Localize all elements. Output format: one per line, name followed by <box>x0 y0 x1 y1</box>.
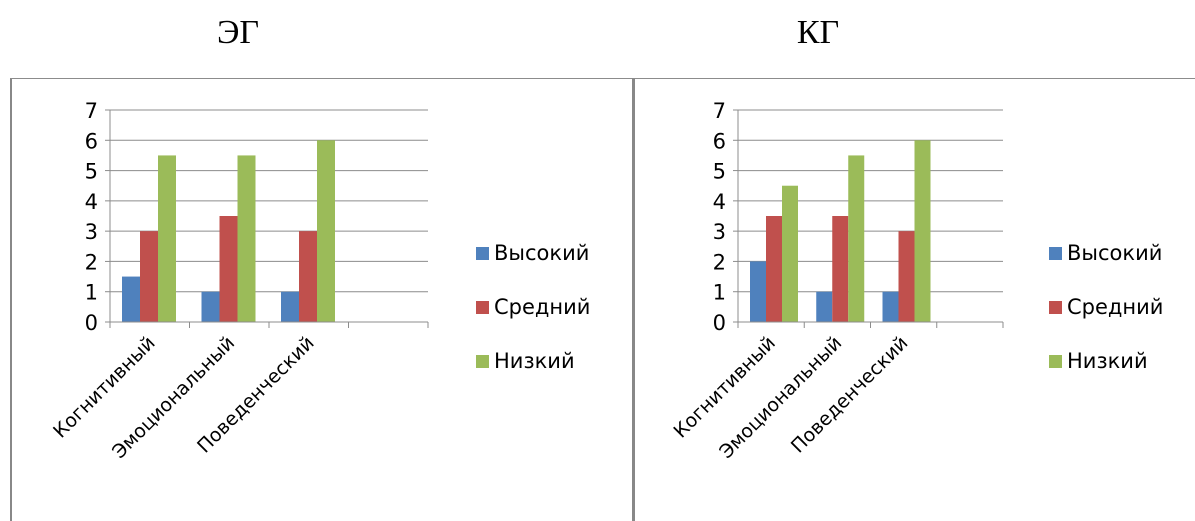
category-label: Эмоциональный <box>715 332 846 463</box>
y-tick-label: 7 <box>85 99 98 123</box>
bar-Высокий-Когнитивный <box>750 261 766 322</box>
legend-label: Низкий <box>1067 349 1148 373</box>
bar-Низкий-Когнитивный <box>782 185 798 322</box>
legend-swatch <box>1049 247 1062 260</box>
bar-Высокий-Эмоциональный <box>816 291 833 322</box>
y-tick-label: 6 <box>85 129 98 153</box>
y-tick-label: 7 <box>713 99 726 123</box>
category-label: Поведенческий <box>787 332 913 458</box>
bar-Низкий-Когнитивный <box>158 155 176 322</box>
bar-Средний-Эмоциональный <box>832 216 849 322</box>
bar-Средний-Когнитивный <box>766 216 782 322</box>
legend-swatch <box>476 355 489 368</box>
bar-Высокий-Поведенческий <box>281 291 299 322</box>
y-tick-label: 0 <box>85 311 98 335</box>
chart-title-eg: ЭГ <box>216 14 260 51</box>
legend-label: Низкий <box>494 349 575 373</box>
legend-swatch <box>1049 355 1062 368</box>
y-tick-label: 3 <box>85 220 98 244</box>
bar-chart-kg: 01234567КогнитивныйЭмоциональныйПоведенч… <box>669 99 1163 463</box>
bar-Низкий-Эмоциональный <box>848 155 865 322</box>
y-tick-label: 4 <box>713 190 726 214</box>
y-tick-label: 0 <box>713 311 726 335</box>
legend-label: Средний <box>1067 295 1163 319</box>
chart-title-kg: КГ <box>796 14 840 51</box>
chart-panel-kg: 0 1 2 3 4 5 6 7 Когнитивный Эмоциональный Поведенч… <box>632 78 1195 521</box>
chart-panel-eg: 0 1 2 3 4 5 6 7 Когнитивный Эмоциональный Поведенч… <box>10 78 632 521</box>
y-tick-label: 2 <box>713 250 726 274</box>
y-tick-label: 5 <box>713 160 726 184</box>
y-tick-label: 4 <box>85 190 98 214</box>
legend-label: Высокий <box>494 241 589 265</box>
bar-Средний-Поведенческий <box>299 231 317 322</box>
y-tick-label: 1 <box>713 281 726 305</box>
bar-Средний-Эмоциональный <box>219 216 238 322</box>
legend-swatch <box>476 301 489 314</box>
bar-Высокий-Поведенческий <box>882 291 899 322</box>
bar-Средний-Когнитивный <box>140 231 158 322</box>
y-tick-label: 3 <box>713 220 726 244</box>
legend-label: Средний <box>494 295 590 319</box>
bar-Высокий-Когнитивный <box>122 276 140 322</box>
y-tick-label: 1 <box>85 281 98 305</box>
legend-swatch <box>1049 301 1062 314</box>
bar-Низкий-Поведенческий <box>317 140 335 322</box>
legend-swatch <box>476 247 489 260</box>
bar-Высокий-Эмоциональный <box>201 291 220 322</box>
bar-Низкий-Поведенческий <box>914 140 931 322</box>
y-tick-label: 6 <box>713 129 726 153</box>
bar-Низкий-Эмоциональный <box>237 155 256 322</box>
legend-label: Высокий <box>1067 241 1162 265</box>
bar-Средний-Поведенческий <box>898 231 915 322</box>
bar-chart-eg: 01234567КогнитивныйЭмоциональныйПоведенч… <box>49 99 590 463</box>
y-tick-label: 5 <box>85 160 98 184</box>
y-tick-label: 2 <box>85 250 98 274</box>
